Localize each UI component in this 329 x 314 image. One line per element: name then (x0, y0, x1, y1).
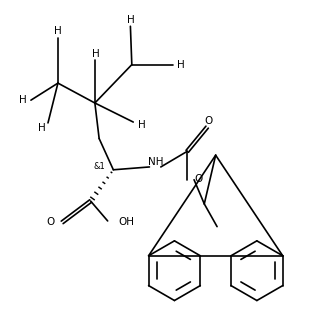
Text: H: H (54, 26, 62, 36)
Text: H: H (19, 95, 27, 105)
Text: H: H (177, 60, 185, 70)
Text: O: O (204, 116, 213, 126)
Text: OH: OH (118, 217, 135, 226)
Text: H: H (127, 15, 134, 25)
Text: H: H (91, 49, 99, 59)
Text: H: H (139, 120, 146, 130)
Text: O: O (46, 217, 55, 227)
Text: &1: &1 (94, 162, 106, 171)
Text: NH: NH (148, 157, 164, 167)
Text: O: O (194, 174, 202, 184)
Text: H: H (38, 123, 46, 133)
